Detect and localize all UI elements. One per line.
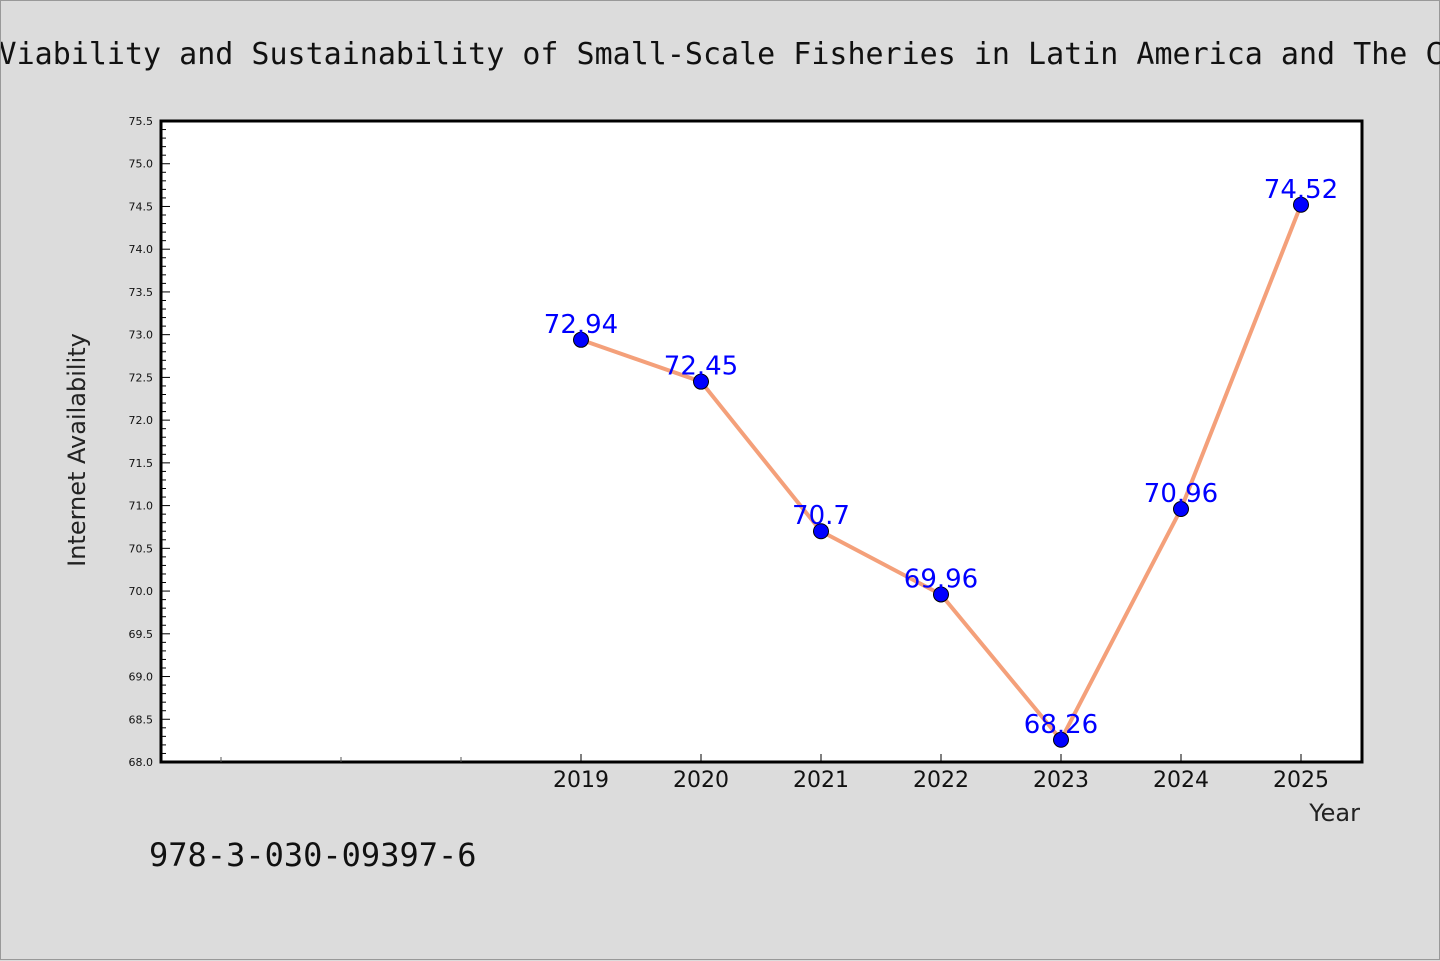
y-tick-label: 75.5 (129, 115, 154, 128)
plot-area (159, 119, 1364, 764)
x-axis: 2019 2020 2021 2022 2023 2024 2025 (220, 754, 1329, 793)
data-point (693, 373, 709, 390)
y-tick-label: 74.0 (129, 243, 154, 256)
data-point (933, 586, 949, 603)
data-label: 70.7 (792, 501, 850, 531)
data-label: 72.45 (664, 352, 738, 382)
x-tick-label: 2023 (1033, 768, 1089, 793)
y-tick-label: 71.5 (129, 457, 154, 470)
x-tick-label: 2021 (793, 768, 849, 793)
x-tick-label: 2022 (913, 768, 969, 793)
x-tick-label: 2020 (673, 768, 729, 793)
y-tick-label: 71.0 (129, 500, 154, 513)
data-point (1053, 731, 1069, 748)
x-tick-label: 2024 (1153, 768, 1209, 793)
data-label: 74.52 (1264, 175, 1338, 205)
data-label: 70.96 (1144, 479, 1218, 509)
x-axis-label: Year (1308, 799, 1360, 827)
x-tick-label: 2019 (553, 768, 609, 793)
data-label: 68.26 (1024, 710, 1098, 740)
y-tick-label: 74.5 (129, 200, 154, 213)
chart-title: Viability and Sustainability of Small-Sc… (1, 37, 1440, 72)
y-tick-label: 70.0 (129, 585, 154, 598)
data-point (1293, 196, 1309, 213)
x-tick-label: 2025 (1273, 768, 1329, 793)
y-tick-label: 72.5 (129, 371, 154, 384)
y-tick-label: 72.0 (129, 414, 154, 427)
isbn-footer: 978-3-030-09397-6 (149, 836, 477, 874)
y-axis-label: Internet Availability (63, 333, 91, 567)
y-tick-label: 69.5 (129, 628, 154, 641)
y-tick-label: 70.5 (129, 542, 154, 555)
y-axis: 68.0 68.5 69.0 69.5 70.0 70.5 71.0 71.5 72.0 72.5… (129, 115, 170, 769)
data-point (813, 523, 829, 540)
data-label: 72.94 (544, 310, 618, 340)
y-tick-label: 69.0 (129, 671, 154, 684)
y-tick-label: 75.0 (129, 158, 154, 171)
y-tick-label: 68.0 (129, 756, 154, 769)
data-point (573, 331, 589, 348)
data-point (1173, 501, 1189, 518)
y-tick-label: 68.5 (129, 713, 154, 726)
data-label: 69.96 (904, 564, 978, 594)
y-tick-label: 73.0 (129, 329, 154, 342)
series-internet-availability: 72.94 72.45 70.7 69.96 68.26 70.96 74.52 (544, 175, 1338, 748)
y-tick-label: 73.5 (129, 286, 154, 299)
